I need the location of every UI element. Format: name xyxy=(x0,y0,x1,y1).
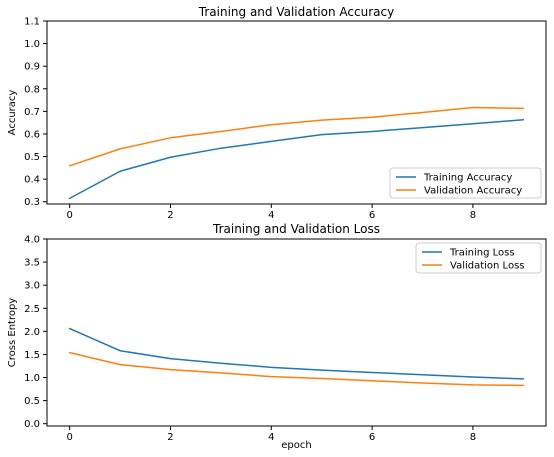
legend: Training Accuracy Validation Accuracy xyxy=(389,167,542,199)
x-tick-label: 0 xyxy=(66,432,72,443)
training-accuracy-legend-label: Training Accuracy xyxy=(423,173,512,184)
validation-accuracy-line xyxy=(68,106,525,167)
y-tick-label: 1.1 xyxy=(24,17,40,28)
accuracy-chart: Training and Validation Accuracy Accuracy… xyxy=(7,5,547,221)
y-tick-label: 0.3 xyxy=(24,197,40,208)
training-accuracy-line xyxy=(68,118,525,200)
x-tick-label: 8 xyxy=(470,432,476,443)
validation-loss-legend-label: Validation Loss xyxy=(450,261,525,272)
x-tick-label: 4 xyxy=(268,432,274,443)
chart-title: Training and Validation Accuracy xyxy=(198,5,394,19)
y-tick-label: 0.6 xyxy=(24,129,40,140)
y-tick-label: 0.7 xyxy=(24,107,40,118)
x-tick-label: 6 xyxy=(369,432,375,443)
y-tick-label: 2.0 xyxy=(24,327,40,338)
plot-frame xyxy=(46,238,547,427)
y-tick-label: 4.0 xyxy=(24,235,40,246)
x-tick-label: 2 xyxy=(167,210,173,221)
y-tick-label: 0.9 xyxy=(24,62,40,73)
validation-accuracy-legend-label: Validation Accuracy xyxy=(424,186,522,197)
y-tick-label: 1.0 xyxy=(24,39,40,50)
training-loss-legend-label: Training Loss xyxy=(449,248,515,259)
y-tick-label: 0.5 xyxy=(24,396,40,407)
x-tick-label: 0 xyxy=(66,210,72,221)
legend-box xyxy=(389,167,542,199)
loss-chart: Training and Validation Loss Cross Entrop… xyxy=(7,222,547,451)
y-tick-label: 0.4 xyxy=(24,175,40,186)
x-tick-label: 6 xyxy=(369,210,375,221)
x-tick-label: 4 xyxy=(268,210,274,221)
validation-loss-line xyxy=(68,351,525,387)
y-tick-label: 1.0 xyxy=(24,373,40,384)
y-tick-label: 0.5 xyxy=(24,152,40,163)
y-tick-label: 2.5 xyxy=(24,304,40,315)
y-tick-label: 0.0 xyxy=(24,419,40,430)
legend-box xyxy=(415,242,542,274)
y-axis-label: Cross Entropy xyxy=(7,298,18,368)
y-tick-label: 3.5 xyxy=(24,258,40,269)
plot-frame xyxy=(46,20,547,205)
x-tick-label: 8 xyxy=(470,210,476,221)
y-axis-label: Accuracy xyxy=(7,90,18,136)
legend: Training Loss Validation Loss xyxy=(415,242,542,274)
training-loss-line xyxy=(68,327,525,380)
chart-title: Training and Validation Loss xyxy=(212,222,380,236)
x-tick-label: 2 xyxy=(167,432,173,443)
y-tick-label: 3.0 xyxy=(24,281,40,292)
y-tick-label: 1.5 xyxy=(24,350,40,361)
y-tick-label: 0.8 xyxy=(24,84,40,95)
x-axis-label: epoch xyxy=(281,440,311,451)
